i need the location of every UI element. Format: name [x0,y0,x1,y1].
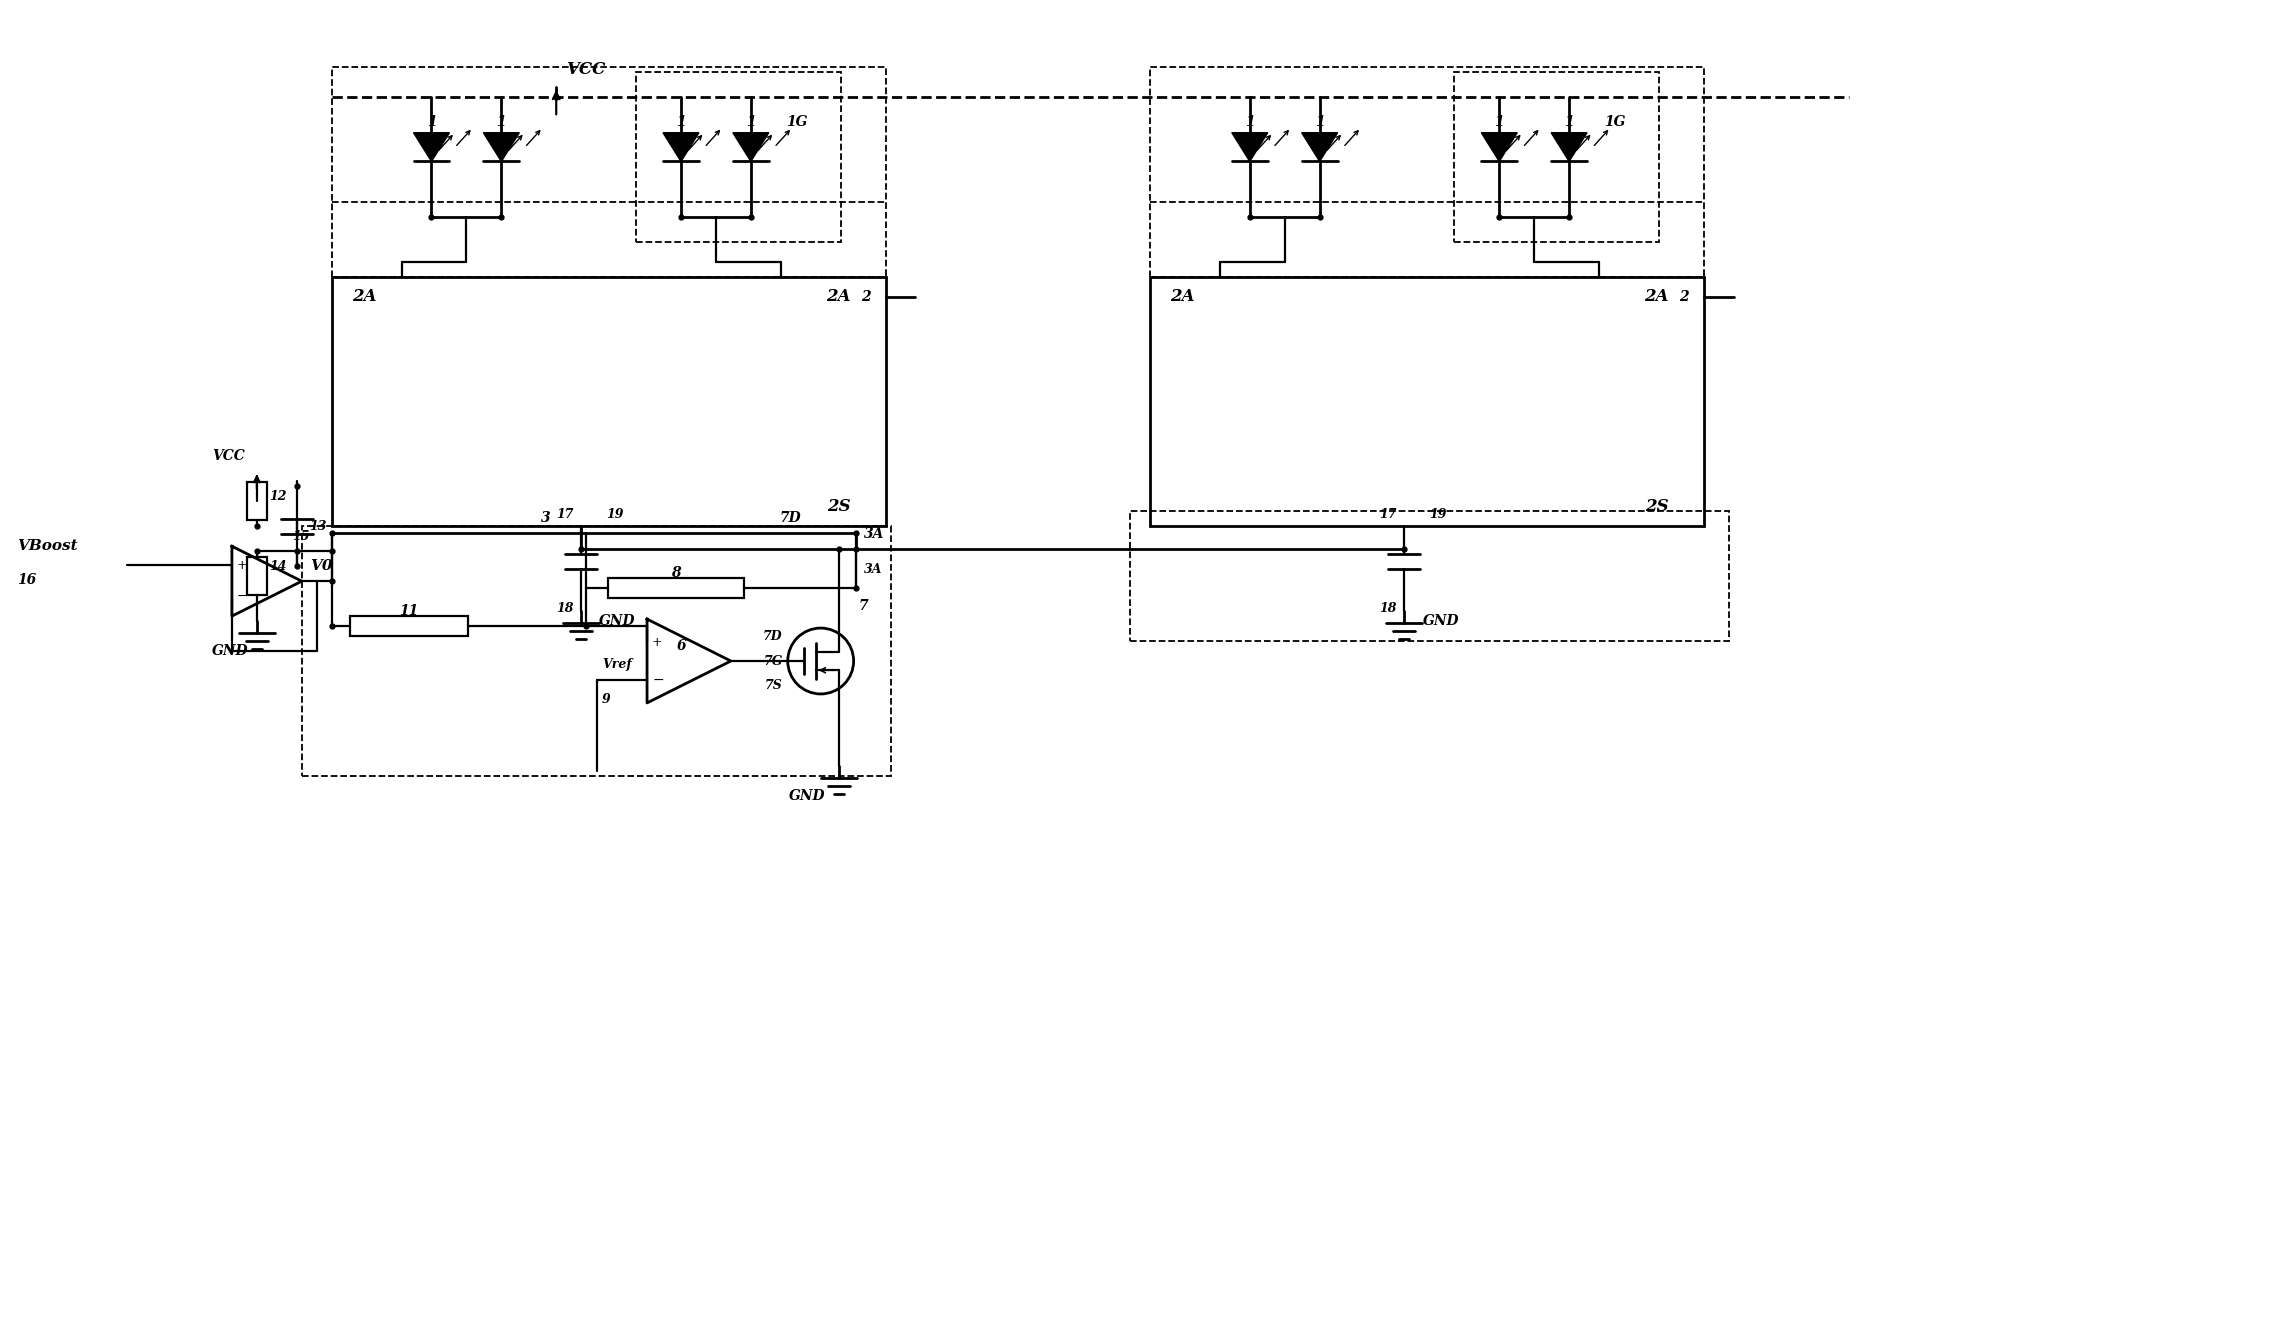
Text: GND: GND [211,644,248,658]
Text: 14: 14 [268,560,287,572]
Text: 19: 19 [605,508,624,520]
Text: 1: 1 [1564,116,1573,129]
Text: 6: 6 [676,639,686,654]
Bar [332,277,885,526]
Text: 1: 1 [1495,116,1504,129]
Text: 3A: 3A [864,563,883,576]
Text: 18: 18 [555,602,573,615]
Text: 3A: 3A [864,527,885,542]
Text: 1G: 1G [1605,116,1626,129]
Polygon shape [413,133,449,161]
Bar [248,558,266,595]
Text: 12: 12 [268,490,287,503]
Bar [635,72,842,242]
Text: 2S: 2S [828,498,851,515]
Bar [248,482,266,520]
Text: 13: 13 [310,520,326,532]
Bar [351,616,468,636]
Text: 2A: 2A [351,289,376,305]
Polygon shape [663,133,699,161]
Text: −: − [651,673,663,687]
Text: 2: 2 [1678,290,1688,303]
Text: 19: 19 [1429,508,1447,520]
Polygon shape [1481,133,1518,161]
Text: V0: V0 [310,559,332,574]
Bar [1151,68,1704,277]
Text: 2A: 2A [825,289,851,305]
Bar [1130,511,1729,642]
Text: 9: 9 [603,693,610,707]
Text: 2S: 2S [1646,498,1669,515]
Polygon shape [1302,133,1337,161]
Polygon shape [734,133,768,161]
Text: GND: GND [598,614,635,628]
Text: 1G: 1G [786,116,807,129]
Text: 17: 17 [555,508,573,520]
Text: 2A: 2A [1169,289,1195,305]
Text: 7D: 7D [780,511,800,526]
Bar [1151,277,1704,526]
Bar [608,578,745,598]
Bar [303,526,890,776]
Text: 18: 18 [1378,602,1396,615]
Text: Vref: Vref [603,659,633,671]
Bar [332,68,885,277]
Text: 7S: 7S [766,679,782,692]
Text: 1: 1 [745,116,757,129]
Text: +: + [651,636,663,648]
Polygon shape [1550,133,1587,161]
Text: 17: 17 [1378,508,1396,520]
Text: VCC: VCC [566,61,605,77]
Text: 1: 1 [1314,116,1325,129]
Text: 1: 1 [426,116,436,129]
Polygon shape [1231,133,1268,161]
Text: 7: 7 [858,599,869,614]
Text: VBoost: VBoost [18,539,78,552]
Text: 3: 3 [541,511,550,526]
Text: 7D: 7D [764,630,782,643]
Text: +: + [236,559,248,572]
Text: GND: GND [1422,614,1458,628]
Text: VCC: VCC [211,450,245,463]
Text: GND: GND [789,789,825,803]
Text: 1: 1 [498,116,507,129]
Text: 1: 1 [1245,116,1254,129]
Text: 16: 16 [18,574,37,587]
Text: 15: 15 [291,530,310,543]
Text: −: − [236,591,248,603]
Text: 2: 2 [860,290,871,303]
Text: 7G: 7G [764,655,782,668]
Bar [1454,72,1658,242]
Text: 11: 11 [399,604,420,618]
Polygon shape [484,133,518,161]
Text: 1: 1 [676,116,686,129]
Text: 8: 8 [672,566,681,580]
Text: 2A: 2A [1644,289,1669,305]
